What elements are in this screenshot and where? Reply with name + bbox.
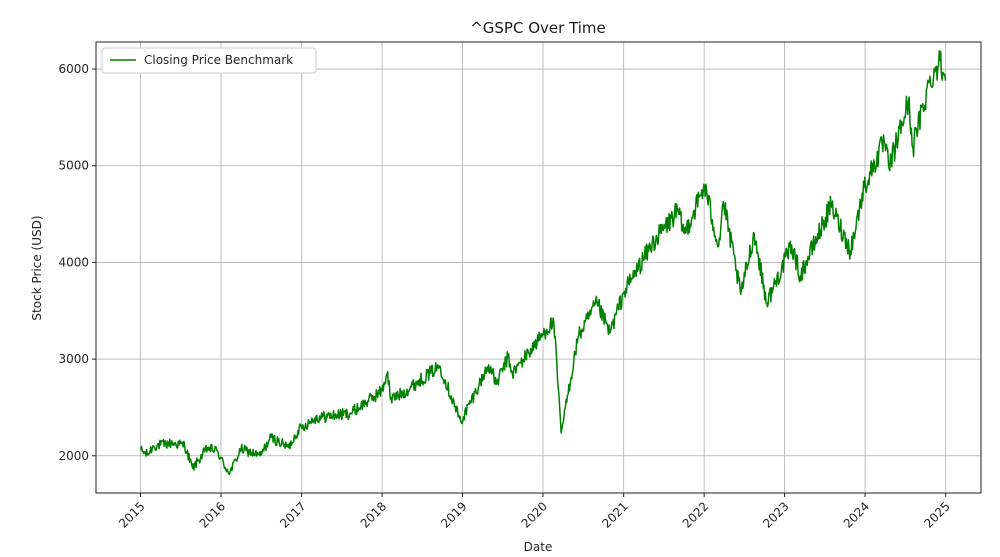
legend: Closing Price Benchmark (101, 47, 317, 74)
y-tick-label: 4000 (58, 255, 89, 269)
series-line-closing-price (140, 50, 947, 476)
grid-lines (96, 42, 981, 493)
y-tick-label: 2000 (58, 449, 89, 463)
x-tick-label: 2016 (197, 499, 228, 530)
x-axis-label: Date (524, 540, 553, 554)
x-tick-label: 2019 (438, 499, 469, 530)
x-tick-label: 2017 (277, 499, 308, 530)
y-tick-label: 6000 (58, 62, 89, 76)
y-axis-label: Stock Price (USD) (30, 215, 44, 320)
y-axis-ticks: 2000 3000 4000 5000 6000 (58, 62, 96, 463)
series-layer (140, 50, 947, 476)
legend-entry-closing-price: Closing Price Benchmark (144, 53, 293, 67)
x-tick-label: 2023 (760, 499, 791, 530)
x-tick-label: 2021 (599, 499, 630, 530)
x-tick-label: 2025 (921, 499, 952, 530)
x-tick-label: 2015 (116, 499, 147, 530)
y-tick-label: 5000 (58, 159, 89, 173)
x-tick-label: 2024 (841, 499, 872, 530)
x-tick-label: 2020 (519, 499, 550, 530)
legend-box (101, 47, 317, 74)
plot-frame (95, 41, 982, 494)
chart-title: ^GSPC Over Time (470, 19, 606, 37)
x-tick-label: 2022 (680, 499, 711, 530)
x-axis-ticks: 2015 2016 2017 2018 2019 2020 2021 2022 2023 2024… (116, 493, 953, 531)
x-tick-label: 2018 (358, 499, 389, 530)
y-tick-label: 3000 (58, 352, 89, 366)
